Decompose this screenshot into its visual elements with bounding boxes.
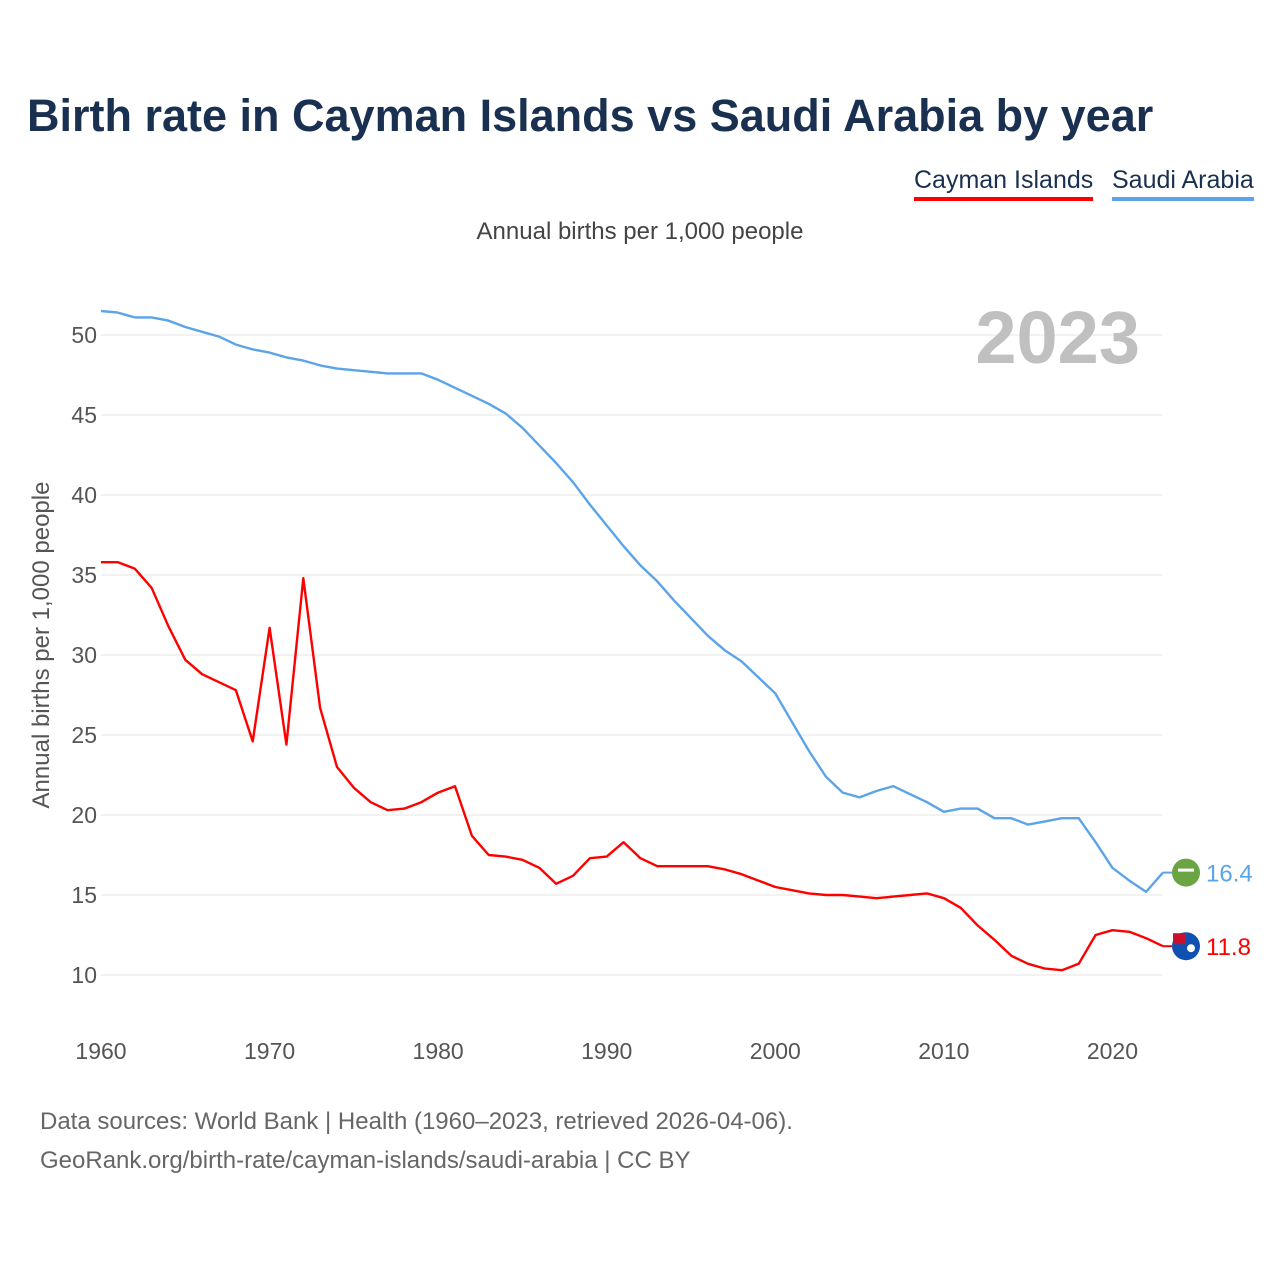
x-tick-label: 2000: [750, 1038, 801, 1064]
y-tick-label: 50: [71, 322, 97, 348]
y-tick-label: 25: [71, 722, 97, 748]
x-tick-label: 1980: [413, 1038, 464, 1064]
legend-cayman-islands[interactable]: Cayman Islands: [914, 166, 1094, 201]
end-value-label: 11.8: [1206, 934, 1251, 961]
y-tick-label: 40: [71, 482, 97, 508]
end-value-label: 16.4: [1206, 861, 1253, 888]
y-tick-label: 15: [71, 882, 97, 908]
flag-detail: [1173, 933, 1186, 945]
y-tick-label: 10: [71, 962, 97, 988]
footer-sources: Data sources: World Bank | Health (1960–…: [40, 1108, 793, 1135]
series-line-cayman-islands: [101, 561, 1164, 972]
year-label: 2023: [975, 296, 1140, 379]
x-tick-label: 1990: [581, 1038, 632, 1064]
chart-title: Birth rate in Cayman Islands vs Saudi Ar…: [27, 90, 1154, 141]
x-tick-label: 1970: [244, 1038, 295, 1064]
flag-detail: [1178, 868, 1194, 872]
legend-saudi-arabia[interactable]: Saudi Arabia: [1112, 166, 1254, 201]
chart-subtitle: Annual births per 1,000 people: [476, 218, 804, 245]
x-tick-label: 1960: [75, 1038, 126, 1064]
saudi-arabia-flag-icon: [1172, 858, 1200, 887]
series-line-saudi-arabia: [100, 309, 1164, 893]
flag-detail: [1187, 944, 1195, 953]
x-tick-label: 2010: [918, 1038, 969, 1064]
y-tick-label: 30: [71, 642, 97, 668]
x-tick-label: 2020: [1087, 1038, 1138, 1064]
y-tick-label: 45: [71, 402, 97, 428]
y-tick-label: 35: [71, 562, 97, 588]
y-tick-label: 20: [71, 802, 97, 828]
footer-link[interactable]: GeoRank.org/birth-rate/cayman-islands/sa…: [40, 1147, 691, 1174]
